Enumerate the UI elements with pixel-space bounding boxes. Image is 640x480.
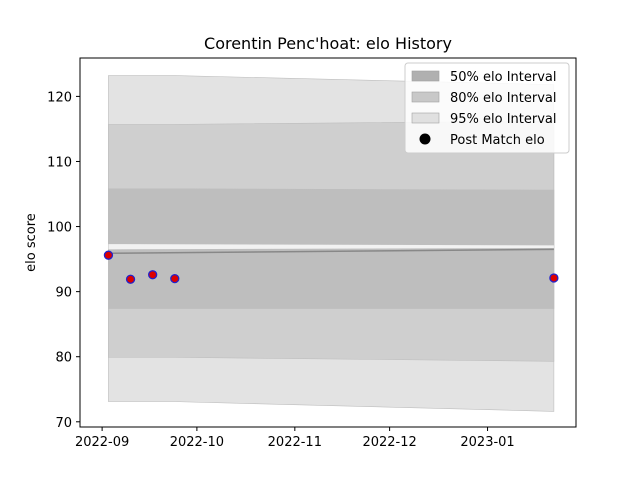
post-match-point — [549, 273, 559, 283]
legend-label: Post Match elo — [450, 133, 545, 148]
legend-label: 80% elo Interval — [450, 91, 557, 106]
legend-box — [404, 62, 570, 154]
y-tick-label: 110 — [47, 155, 72, 170]
x-axis-ticks: 2022-09 2022-10 2022-11 2022-12 2023-01 — [75, 427, 515, 450]
interval-band-2 — [108, 188, 555, 309]
legend-swatch — [411, 70, 440, 82]
y-tick-label: 100 — [47, 221, 72, 236]
y-tick-label: 90 — [55, 286, 72, 301]
legend-swatch — [411, 112, 440, 124]
legend-marker — [419, 133, 431, 145]
legend: 50% elo Interval 80% elo Interval 95% elo … — [404, 62, 570, 154]
x-tick-label: 2022-09 — [75, 435, 129, 450]
post-match-point — [148, 270, 158, 280]
y-tick-label: 80 — [55, 351, 72, 366]
post-match-points — [103, 250, 559, 284]
interval-bands — [108, 75, 555, 412]
chart-title: Corentin Penc'hoat: elo History — [204, 34, 452, 53]
plot-frame — [79, 57, 577, 428]
mean-line-layer — [108, 248, 554, 254]
interval-gap — [108, 244, 554, 250]
y-axis-ticks: 70 80 90 100 110 120 — [47, 90, 80, 431]
x-tick-label: 2023-01 — [460, 435, 514, 450]
post-match-point — [103, 250, 114, 260]
mean-elo-line — [108, 248, 554, 254]
x-tick-label: 2022-11 — [268, 435, 322, 450]
y-tick-label: 120 — [47, 90, 72, 105]
legend-swatch — [411, 91, 440, 103]
x-tick-label: 2022-12 — [362, 435, 416, 450]
post-match-point — [125, 274, 136, 284]
post-match-point — [170, 273, 180, 284]
y-axis-label: elo score — [24, 213, 39, 272]
legend-label: 50% elo Interval — [450, 70, 557, 85]
legend-label: 95% elo Interval — [450, 112, 557, 127]
x-tick-label: 2022-10 — [170, 435, 224, 450]
y-tick-label: 70 — [55, 416, 72, 431]
